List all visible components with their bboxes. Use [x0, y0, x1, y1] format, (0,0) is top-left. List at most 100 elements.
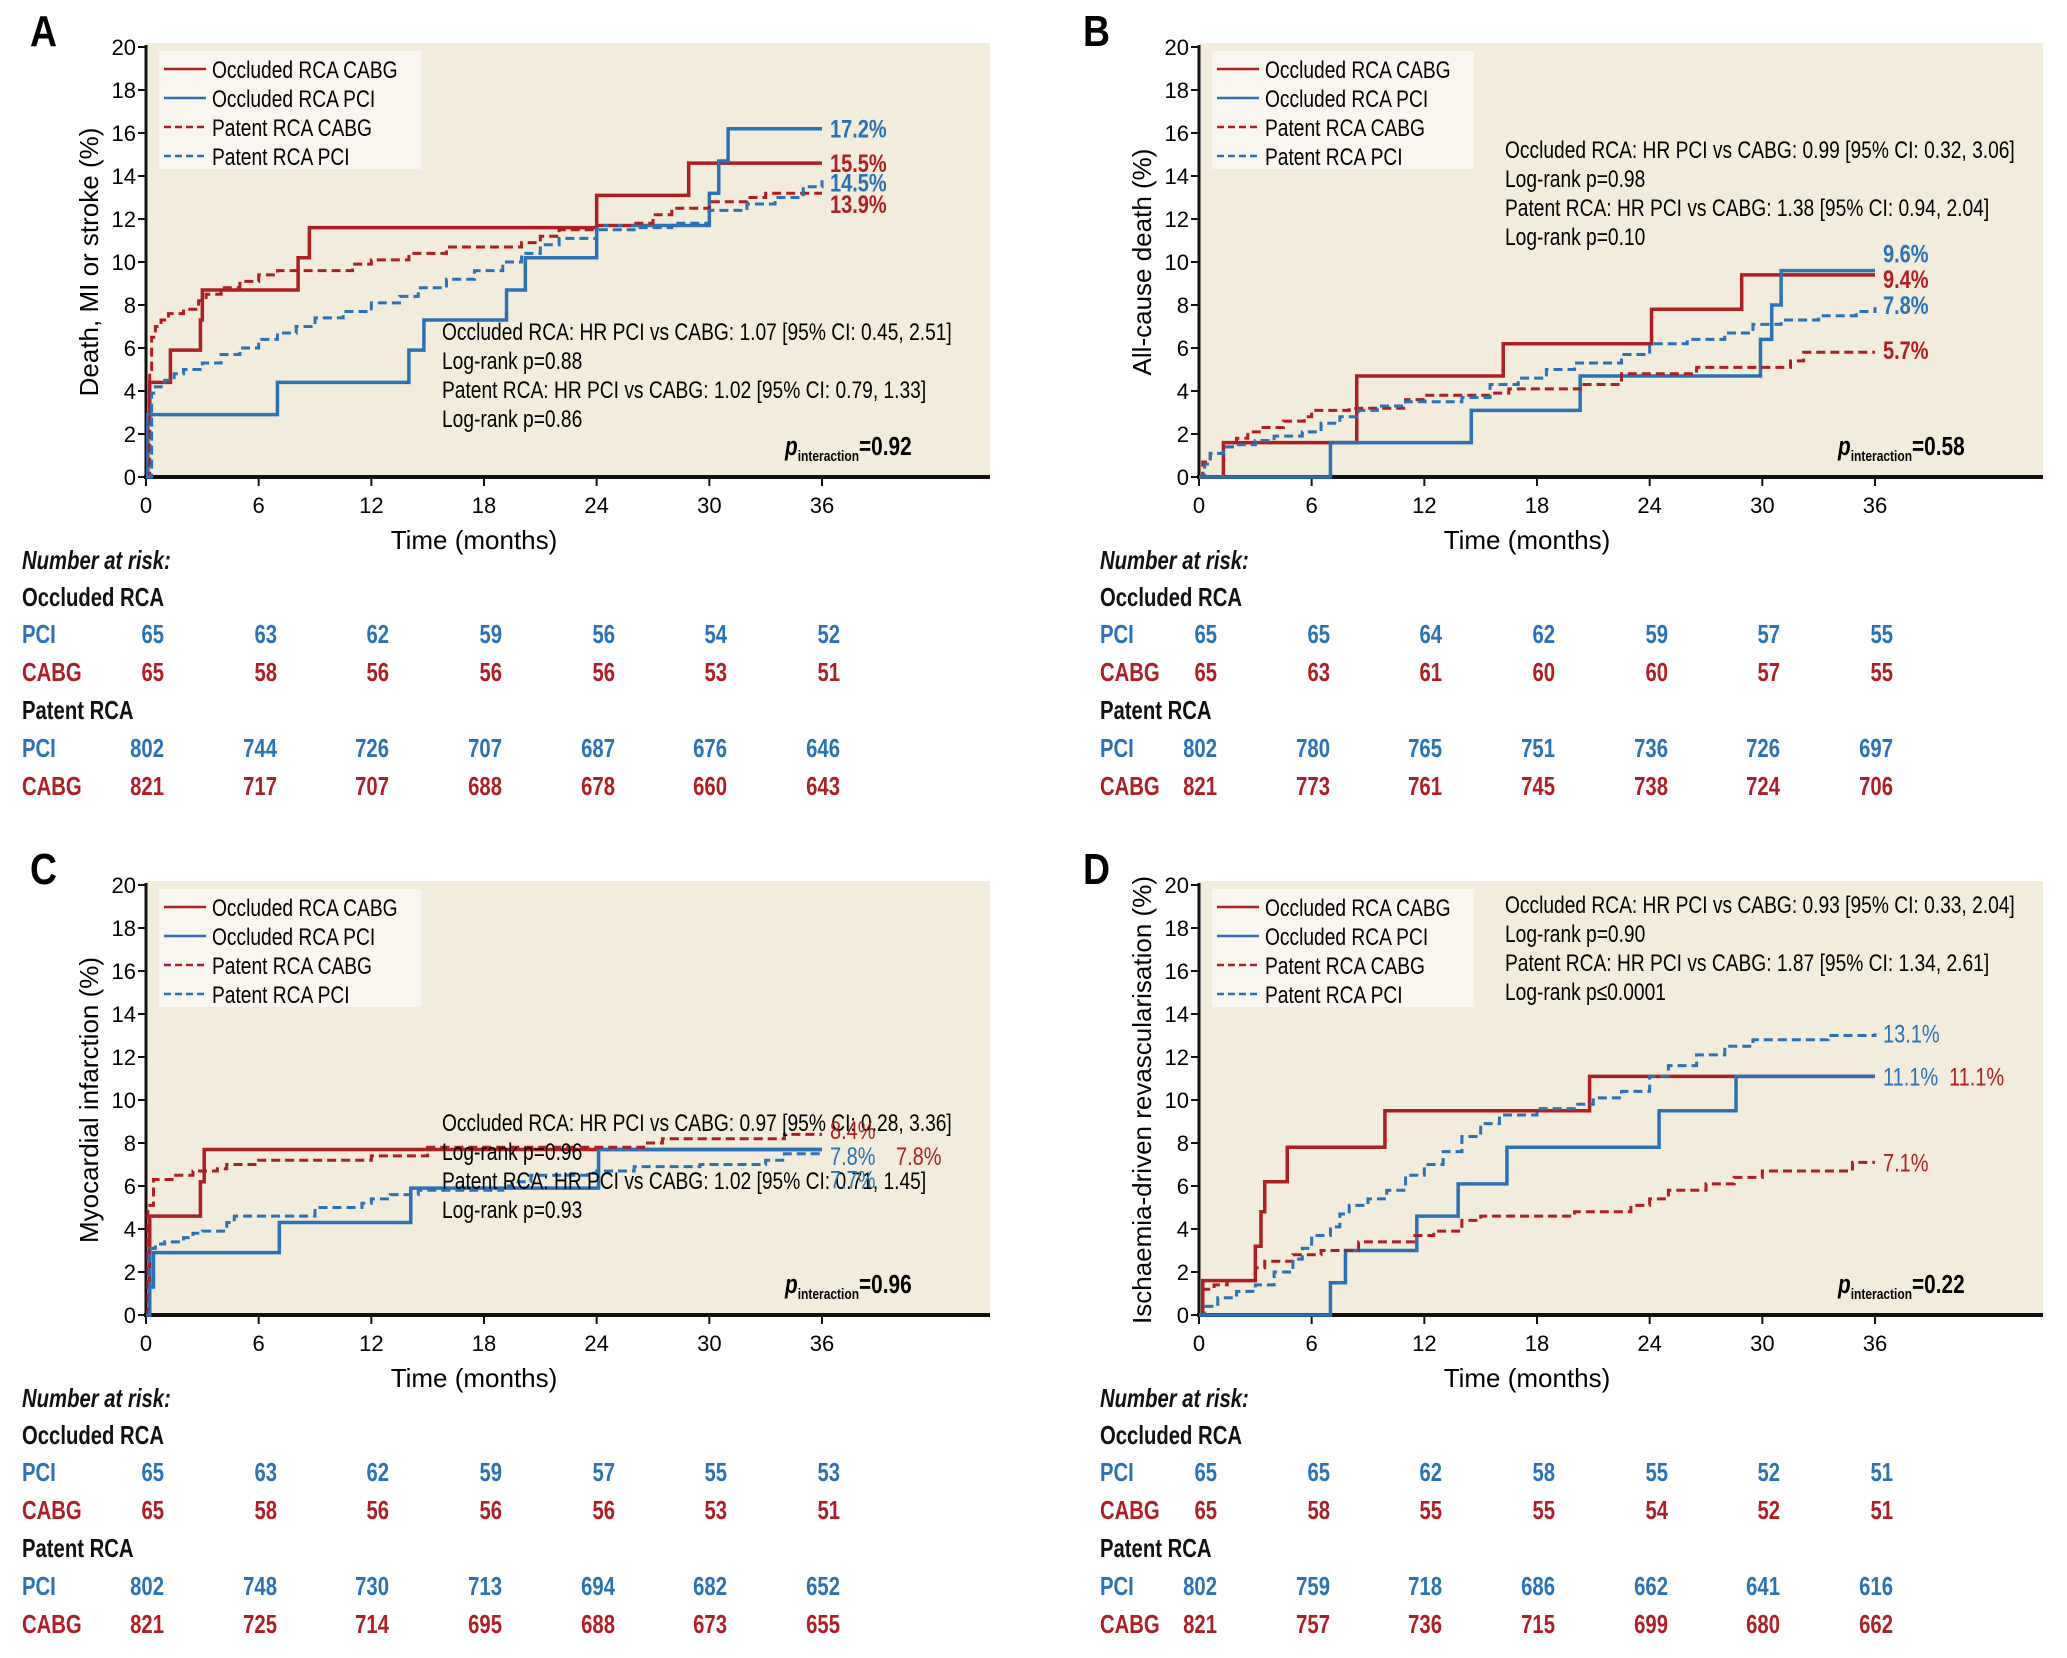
risk-value: 761: [1408, 771, 1443, 801]
legend-entry: Occluded RCA PCI: [212, 923, 375, 951]
risk-row-label: PCI: [1100, 1571, 1134, 1601]
x-axis-label: Time (months): [391, 1363, 558, 1393]
risk-value: 52: [1757, 1457, 1781, 1487]
risk-value: 55: [704, 1457, 728, 1487]
risk-value: 62: [1419, 1457, 1443, 1487]
risk-value: 707: [468, 733, 502, 763]
y-tick-label: 2: [124, 1260, 136, 1285]
y-tick-label: 4: [124, 1217, 136, 1242]
risk-value: 63: [254, 1457, 277, 1487]
risk-value: 56: [366, 1495, 390, 1525]
stats-line: Patent RCA: HR PCI vs CABG: 1.02 [95% CI…: [442, 1167, 926, 1195]
x-tick-label: 12: [359, 1331, 383, 1356]
y-tick-label: 10: [112, 1088, 136, 1113]
y-tick-label: 10: [1165, 250, 1189, 275]
p-interaction: pinteraction=0.22: [1837, 1270, 1965, 1303]
risk-row-label: Occluded RCA: [1100, 582, 1242, 612]
risk-value: 738: [1633, 771, 1668, 801]
x-tick-label: 24: [584, 1331, 608, 1356]
y-tick-label: 16: [1165, 959, 1189, 984]
risk-value: 759: [1295, 1571, 1330, 1601]
risk-value: 58: [1532, 1457, 1555, 1487]
y-tick-label: 14: [1165, 1002, 1189, 1027]
risk-value: 52: [817, 619, 840, 649]
risk-value: 699: [1633, 1609, 1668, 1639]
y-tick-label: 20: [1165, 35, 1189, 60]
risk-value: 736: [1408, 1609, 1443, 1639]
risk-value: 53: [704, 1495, 728, 1525]
risk-value: 802: [130, 1571, 164, 1601]
y-tick-label: 6: [124, 336, 136, 361]
risk-value: 51: [817, 657, 840, 687]
risk-value: 616: [1859, 1571, 1893, 1601]
curve-patent-rca-pci: [146, 1151, 824, 1317]
risk-value: 660: [693, 771, 728, 801]
risk-value: 55: [1645, 1457, 1668, 1487]
end-label: 15.5%: [830, 150, 887, 178]
risk-value: 673: [693, 1609, 728, 1639]
y-tick-label: 0: [124, 1303, 136, 1328]
risk-value: 643: [806, 771, 840, 801]
risk-value: 65: [1307, 619, 1330, 649]
risk-value: 59: [479, 1457, 502, 1487]
stats-line: Occluded RCA: HR PCI vs CABG: 1.07 [95% …: [442, 318, 952, 346]
stats-line: Occluded RCA: HR PCI vs CABG: 0.99 [95% …: [1505, 136, 2015, 164]
risk-value: 51: [1870, 1495, 1893, 1525]
risk-value: 641: [1746, 1571, 1781, 1601]
end-label: 7.7%: [830, 1166, 876, 1194]
end-label: 7.8%: [896, 1143, 942, 1171]
y-tick-label: 20: [112, 873, 136, 898]
risk-value: 60: [1532, 657, 1555, 687]
risk-value: 62: [366, 1457, 390, 1487]
risk-value: 56: [592, 657, 615, 687]
risk-value: 713: [468, 1571, 502, 1601]
risk-row-label: CABG: [1100, 1495, 1160, 1525]
y-tick-label: 0: [1177, 465, 1189, 490]
end-label: 7.1%: [1883, 1149, 1929, 1177]
y-tick-label: 0: [1177, 1303, 1189, 1328]
stats-line: Log-rank p≤0.0001: [1505, 978, 1666, 1006]
risk-value: 682: [693, 1571, 728, 1601]
risk-value: 56: [592, 619, 615, 649]
end-label: 13.9%: [830, 191, 887, 219]
risk-value: 680: [1746, 1609, 1781, 1639]
curve-patent-rca-pci: [146, 180, 824, 479]
risk-value: 688: [468, 771, 502, 801]
legend-entry: Patent RCA CABG: [212, 952, 372, 980]
y-tick-label: 18: [1165, 916, 1189, 941]
panel-b: B 0 2 4 6 8 10 12 14 16 18 20 0 6 12 18 24 30 36 Time (mont…: [1053, 0, 2067, 820]
risk-value: 662: [1633, 1571, 1668, 1601]
risk-value: 715: [1521, 1609, 1555, 1639]
legend-entry: Occluded RCA PCI: [212, 85, 375, 113]
x-tick-label: 30: [697, 493, 721, 518]
y-tick-label: 2: [1177, 1260, 1189, 1285]
risk-value: 53: [704, 657, 728, 687]
risk-row-label: CABG: [22, 771, 82, 801]
risk-value: 58: [254, 1495, 277, 1525]
risk-row-label: CABG: [22, 1495, 82, 1525]
risk-value: 65: [141, 1495, 164, 1525]
risk-value: 717: [242, 771, 277, 801]
end-label: 5.7%: [1883, 337, 1929, 365]
risk-value: 64: [1419, 619, 1443, 649]
curve-occluded-rca-pci: [1199, 1074, 1875, 1317]
legend-entry: Patent RCA PCI: [1265, 143, 1403, 171]
risk-row-label: PCI: [22, 1457, 56, 1487]
panel-a: A 0 2 4 6 8 10 12 14 16 18 20 0 6 12 18 24 30 36 Time (mont…: [0, 0, 1030, 820]
risk-value: 65: [1194, 619, 1217, 649]
curve-patent-rca-cabg: [1199, 1160, 1875, 1317]
risk-row-label: CABG: [1100, 657, 1160, 687]
risk-value: 726: [355, 733, 390, 763]
x-tick-label: 12: [1412, 1331, 1436, 1356]
stats-line: Occluded RCA: HR PCI vs CABG: 0.93 [95% …: [1505, 891, 2015, 919]
panel-letter: C: [30, 844, 57, 894]
y-tick-label: 14: [112, 1002, 136, 1027]
x-tick-label: 30: [1750, 493, 1774, 518]
curve-patent-rca-cabg: [146, 1132, 822, 1317]
risk-value: 57: [1757, 619, 1781, 649]
x-tick-label: 30: [1750, 1331, 1774, 1356]
end-label: 8.4%: [830, 1117, 876, 1145]
risk-row-label: Patent RCA: [1100, 1533, 1212, 1563]
end-label: 7.8%: [1883, 292, 1929, 320]
